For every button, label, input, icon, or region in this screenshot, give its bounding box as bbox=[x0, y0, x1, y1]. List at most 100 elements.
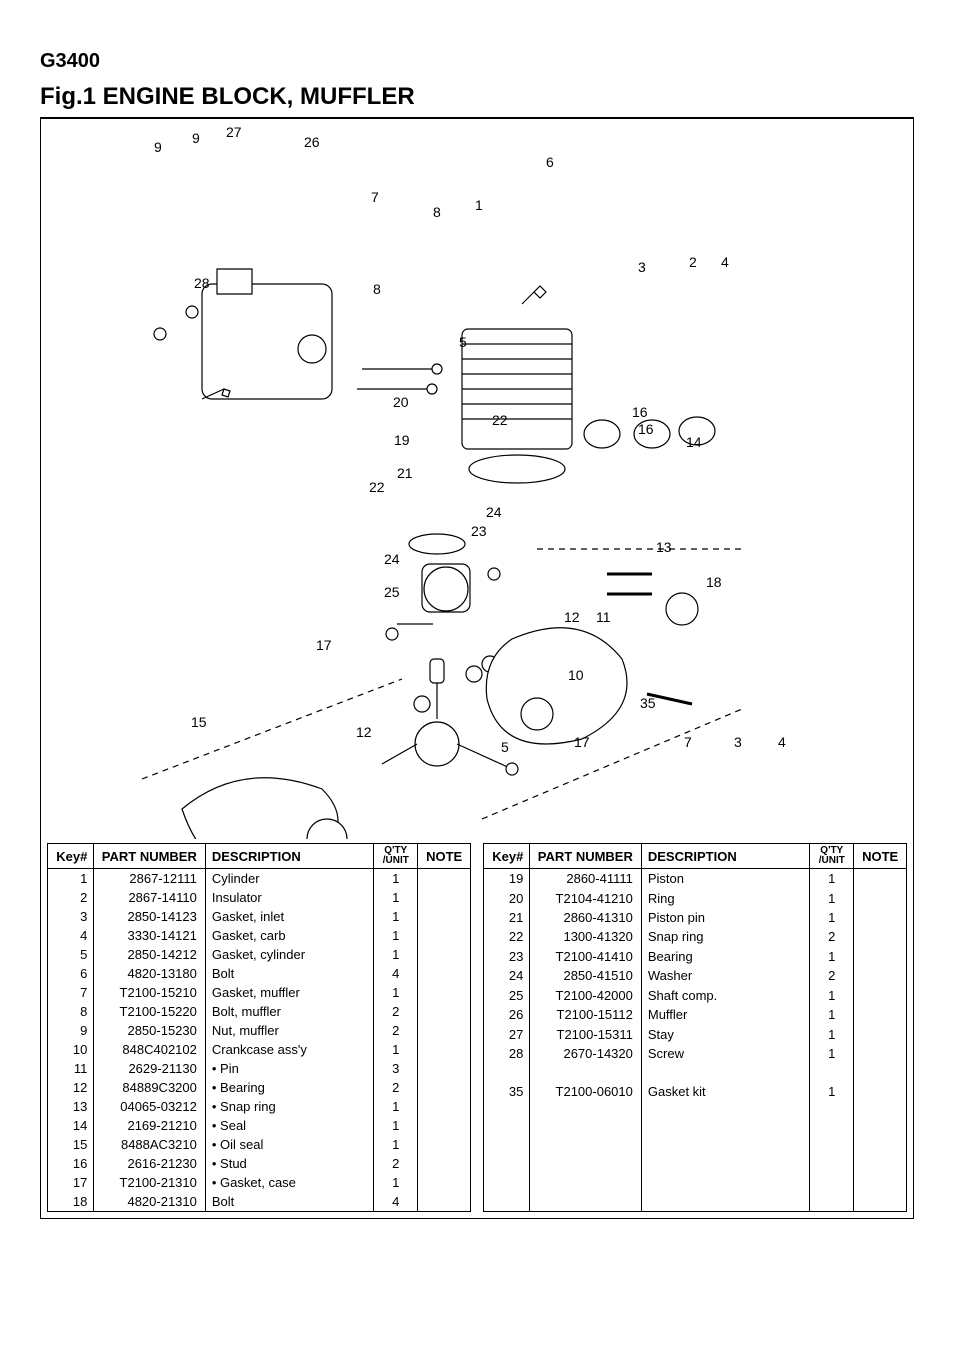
cell-partnumber: T2100-42000 bbox=[530, 986, 642, 1005]
cell-description bbox=[641, 1063, 809, 1081]
cell-description: Crankcase ass'y bbox=[205, 1040, 373, 1059]
cell-partnumber: 1300-41320 bbox=[530, 927, 642, 946]
callout-number: 28 bbox=[194, 275, 210, 291]
callout-number: 7 bbox=[684, 734, 692, 750]
cell-partnumber: 2616-21230 bbox=[94, 1154, 206, 1173]
cell-qty: 2 bbox=[810, 927, 854, 946]
cell-description: Shaft comp. bbox=[641, 986, 809, 1005]
callout-number: 21 bbox=[397, 465, 413, 481]
callout-number: 16 bbox=[632, 404, 648, 420]
hdr-key: Key# bbox=[484, 844, 530, 869]
cell-description: • Stud bbox=[205, 1154, 373, 1173]
hdr-description: DESCRIPTION bbox=[205, 844, 373, 869]
callout-number: 5 bbox=[459, 334, 467, 350]
cell-note bbox=[854, 1101, 907, 1119]
cell-qty: 3 bbox=[374, 1059, 418, 1078]
table-row: 158488AC3210• Oil seal1 bbox=[48, 1135, 471, 1154]
cell-partnumber: 2860-41111 bbox=[530, 869, 642, 889]
cell-key: 1 bbox=[48, 869, 94, 889]
cell-key bbox=[484, 1156, 530, 1174]
cell-partnumber: 2867-14110 bbox=[94, 888, 206, 907]
cell-partnumber bbox=[530, 1101, 642, 1119]
figure-title: Fig.1 ENGINE BLOCK, MUFFLER bbox=[40, 83, 914, 119]
diagram-svg bbox=[41, 119, 913, 839]
cell-qty: 1 bbox=[374, 926, 418, 945]
parts-table-left: Key#PART NUMBERDESCRIPTIONQ'TY/UNITNOTE1… bbox=[47, 843, 471, 1212]
table-row: 52850-14212Gasket, cylinder1 bbox=[48, 945, 471, 964]
cell-qty: 1 bbox=[374, 907, 418, 926]
cell-key bbox=[484, 1138, 530, 1156]
cell-description: • Snap ring bbox=[205, 1097, 373, 1116]
hdr-partnumber: PART NUMBER bbox=[530, 844, 642, 869]
cell-key bbox=[484, 1175, 530, 1193]
cell-qty: 1 bbox=[374, 1173, 418, 1192]
parts-tables: Key#PART NUMBERDESCRIPTIONQ'TY/UNITNOTE1… bbox=[41, 839, 913, 1218]
cell-key: 28 bbox=[484, 1044, 530, 1063]
cell-key: 5 bbox=[48, 945, 94, 964]
cell-description: Piston bbox=[641, 869, 809, 889]
cell-description: Gasket, cylinder bbox=[205, 945, 373, 964]
cell-note bbox=[418, 1021, 471, 1040]
cell-description: • Gasket, case bbox=[205, 1173, 373, 1192]
table-row bbox=[484, 1138, 907, 1156]
cell-partnumber: 4820-21310 bbox=[94, 1192, 206, 1212]
cell-qty: 2 bbox=[374, 1154, 418, 1173]
callout-number: 17 bbox=[574, 734, 590, 750]
cell-key: 3 bbox=[48, 907, 94, 926]
cell-description: • Seal bbox=[205, 1116, 373, 1135]
cell-key: 6 bbox=[48, 964, 94, 983]
cell-partnumber: 4820-13180 bbox=[94, 964, 206, 983]
cell-description: Gasket, inlet bbox=[205, 907, 373, 926]
cell-key: 9 bbox=[48, 1021, 94, 1040]
callout-number: 2 bbox=[689, 254, 697, 270]
cell-key: 13 bbox=[48, 1097, 94, 1116]
callout-number: 4 bbox=[778, 734, 786, 750]
table-row bbox=[484, 1193, 907, 1212]
table-row: 8T2100-15220Bolt, muffler2 bbox=[48, 1002, 471, 1021]
cell-qty: 1 bbox=[810, 986, 854, 1005]
table-row: 142169-21210• Seal1 bbox=[48, 1116, 471, 1135]
cell-qty: 2 bbox=[374, 1078, 418, 1097]
table-row: 1284889C3200• Bearing2 bbox=[48, 1078, 471, 1097]
cell-partnumber: 2850-15230 bbox=[94, 1021, 206, 1040]
cell-key: 2 bbox=[48, 888, 94, 907]
cell-key: 16 bbox=[48, 1154, 94, 1173]
callout-number: 16 bbox=[638, 421, 654, 437]
cell-note bbox=[854, 1005, 907, 1024]
cell-note bbox=[854, 869, 907, 889]
cell-qty: 1 bbox=[810, 1024, 854, 1043]
cell-description bbox=[641, 1119, 809, 1137]
cell-note bbox=[418, 869, 471, 889]
callout-number: 24 bbox=[384, 551, 400, 567]
cell-note bbox=[418, 1097, 471, 1116]
hdr-qty: Q'TY/UNIT bbox=[810, 844, 854, 869]
cell-qty: 1 bbox=[810, 1044, 854, 1063]
callout-number: 20 bbox=[393, 394, 409, 410]
cell-key: 7 bbox=[48, 983, 94, 1002]
hdr-key: Key# bbox=[48, 844, 94, 869]
cell-note bbox=[854, 1119, 907, 1137]
table-row: 162616-21230• Stud2 bbox=[48, 1154, 471, 1173]
cell-partnumber bbox=[530, 1156, 642, 1174]
cell-qty: 4 bbox=[374, 964, 418, 983]
hdr-note: NOTE bbox=[854, 844, 907, 869]
cell-partnumber: 2867-12111 bbox=[94, 869, 206, 889]
cell-partnumber: T2100-15112 bbox=[530, 1005, 642, 1024]
table-row: 92850-15230Nut, muffler2 bbox=[48, 1021, 471, 1040]
callout-number: 12 bbox=[564, 609, 580, 625]
cell-partnumber: 2850-14212 bbox=[94, 945, 206, 964]
cell-qty bbox=[810, 1101, 854, 1119]
content-frame: 9927262878168324520192122221616142423242… bbox=[40, 119, 914, 1219]
cell-description: Muffler bbox=[641, 1005, 809, 1024]
cell-description: Nut, muffler bbox=[205, 1021, 373, 1040]
cell-partnumber: T2100-15220 bbox=[94, 1002, 206, 1021]
cell-key: 18 bbox=[48, 1192, 94, 1212]
cell-description: Gasket kit bbox=[641, 1082, 809, 1101]
cell-description bbox=[641, 1156, 809, 1174]
cell-description: Washer bbox=[641, 966, 809, 985]
cell-key: 10 bbox=[48, 1040, 94, 1059]
table-row: 22867-14110Insulator1 bbox=[48, 888, 471, 907]
cell-partnumber: T2100-06010 bbox=[530, 1082, 642, 1101]
cell-description: Gasket, muffler bbox=[205, 983, 373, 1002]
cell-qty: 2 bbox=[374, 1021, 418, 1040]
